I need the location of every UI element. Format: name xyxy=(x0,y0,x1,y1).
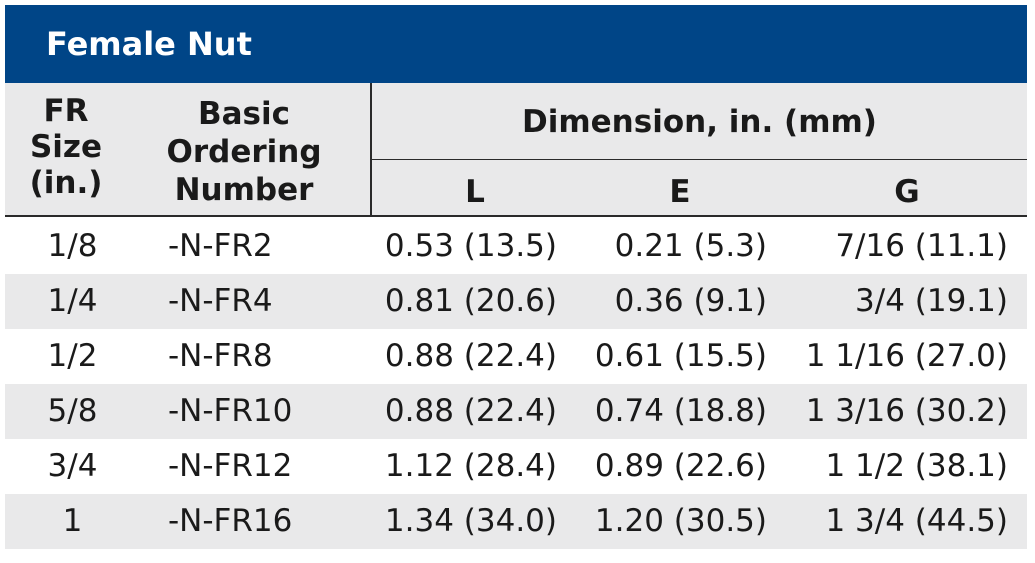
header-fr-size: FR Size (in.) xyxy=(20,93,112,201)
header-bottom-divider xyxy=(5,215,1027,217)
table-title: Female Nut xyxy=(46,25,252,63)
cell-e: 0.36 (9.1) xyxy=(614,283,767,319)
cell-e: 0.61 (15.5) xyxy=(594,338,767,374)
cell-e: 0.89 (22.6) xyxy=(594,448,767,484)
header-e: E xyxy=(669,174,691,210)
header-dimension: Dimension, in. (mm) xyxy=(522,104,877,140)
table-row: 1 -N-FR16 1.34 (34.0) 1.20 (30.5) 1 3/4 … xyxy=(5,494,1027,549)
cell-l: 0.88 (22.4) xyxy=(384,393,557,429)
header-fr-size-line-3: (in.) xyxy=(29,165,103,201)
cell-g: 1 1/16 (27.0) xyxy=(805,338,1008,374)
cell-g: 1 3/4 (44.5) xyxy=(825,503,1008,539)
header-g: G xyxy=(894,174,920,210)
cell-ordering-number: -N-FR4 xyxy=(168,283,273,319)
header-fr-size-line-1: FR xyxy=(43,93,89,129)
cell-size: 1/4 xyxy=(47,283,98,319)
cell-size: 1/2 xyxy=(47,338,98,374)
table-row: 1/8 -N-FR2 0.53 (13.5) 0.21 (5.3) 7/16 (… xyxy=(5,219,1027,274)
header-vertical-divider xyxy=(370,83,372,217)
table-row: 1/2 -N-FR8 0.88 (22.4) 0.61 (15.5) 1 1/1… xyxy=(5,329,1027,384)
table-row: 3/4 -N-FR12 1.12 (28.4) 0.89 (22.6) 1 1/… xyxy=(5,439,1027,494)
cell-ordering-number: -N-FR12 xyxy=(168,448,293,484)
cell-e: 1.20 (30.5) xyxy=(594,503,767,539)
cell-size: 1/8 xyxy=(47,228,98,264)
cell-g: 7/16 (11.1) xyxy=(835,228,1008,264)
table-row: 1/4 -N-FR4 0.81 (20.6) 0.36 (9.1) 3/4 (1… xyxy=(5,274,1027,329)
cell-g: 3/4 (19.1) xyxy=(855,283,1008,319)
cell-l: 1.12 (28.4) xyxy=(384,448,557,484)
cell-g: 1 1/2 (38.1) xyxy=(825,448,1008,484)
cell-l: 0.53 (13.5) xyxy=(384,228,557,264)
cell-l: 1.34 (34.0) xyxy=(384,503,557,539)
cell-ordering-number: -N-FR16 xyxy=(168,503,293,539)
table-body: 1/8 -N-FR2 0.53 (13.5) 0.21 (5.3) 7/16 (… xyxy=(5,219,1027,549)
header-basic-line-1: Basic xyxy=(197,96,290,132)
header-basic-line-3: Number xyxy=(174,172,314,208)
cell-size: 3/4 xyxy=(47,448,98,484)
table-header xyxy=(5,83,1027,217)
dimension-divider xyxy=(372,159,1027,160)
cell-e: 0.74 (18.8) xyxy=(594,393,767,429)
table-row: 5/8 -N-FR10 0.88 (22.4) 0.74 (18.8) 1 3/… xyxy=(5,384,1027,439)
title-bar: Female Nut xyxy=(5,5,1027,83)
cell-g: 1 3/16 (30.2) xyxy=(805,393,1008,429)
header-basic-ordering-number: Basic Ordering Number xyxy=(160,95,328,209)
cell-l: 0.81 (20.6) xyxy=(384,283,557,319)
header-l: L xyxy=(465,174,485,210)
cell-size: 1 xyxy=(62,503,83,539)
cell-ordering-number: -N-FR8 xyxy=(168,338,273,374)
cell-e: 0.21 (5.3) xyxy=(614,228,767,264)
cell-l: 0.88 (22.4) xyxy=(384,338,557,374)
cell-size: 5/8 xyxy=(47,393,98,429)
cell-ordering-number: -N-FR2 xyxy=(168,228,273,264)
cell-ordering-number: -N-FR10 xyxy=(168,393,293,429)
header-basic-line-2: Ordering xyxy=(166,134,322,170)
header-fr-size-line-2: Size xyxy=(29,129,103,165)
